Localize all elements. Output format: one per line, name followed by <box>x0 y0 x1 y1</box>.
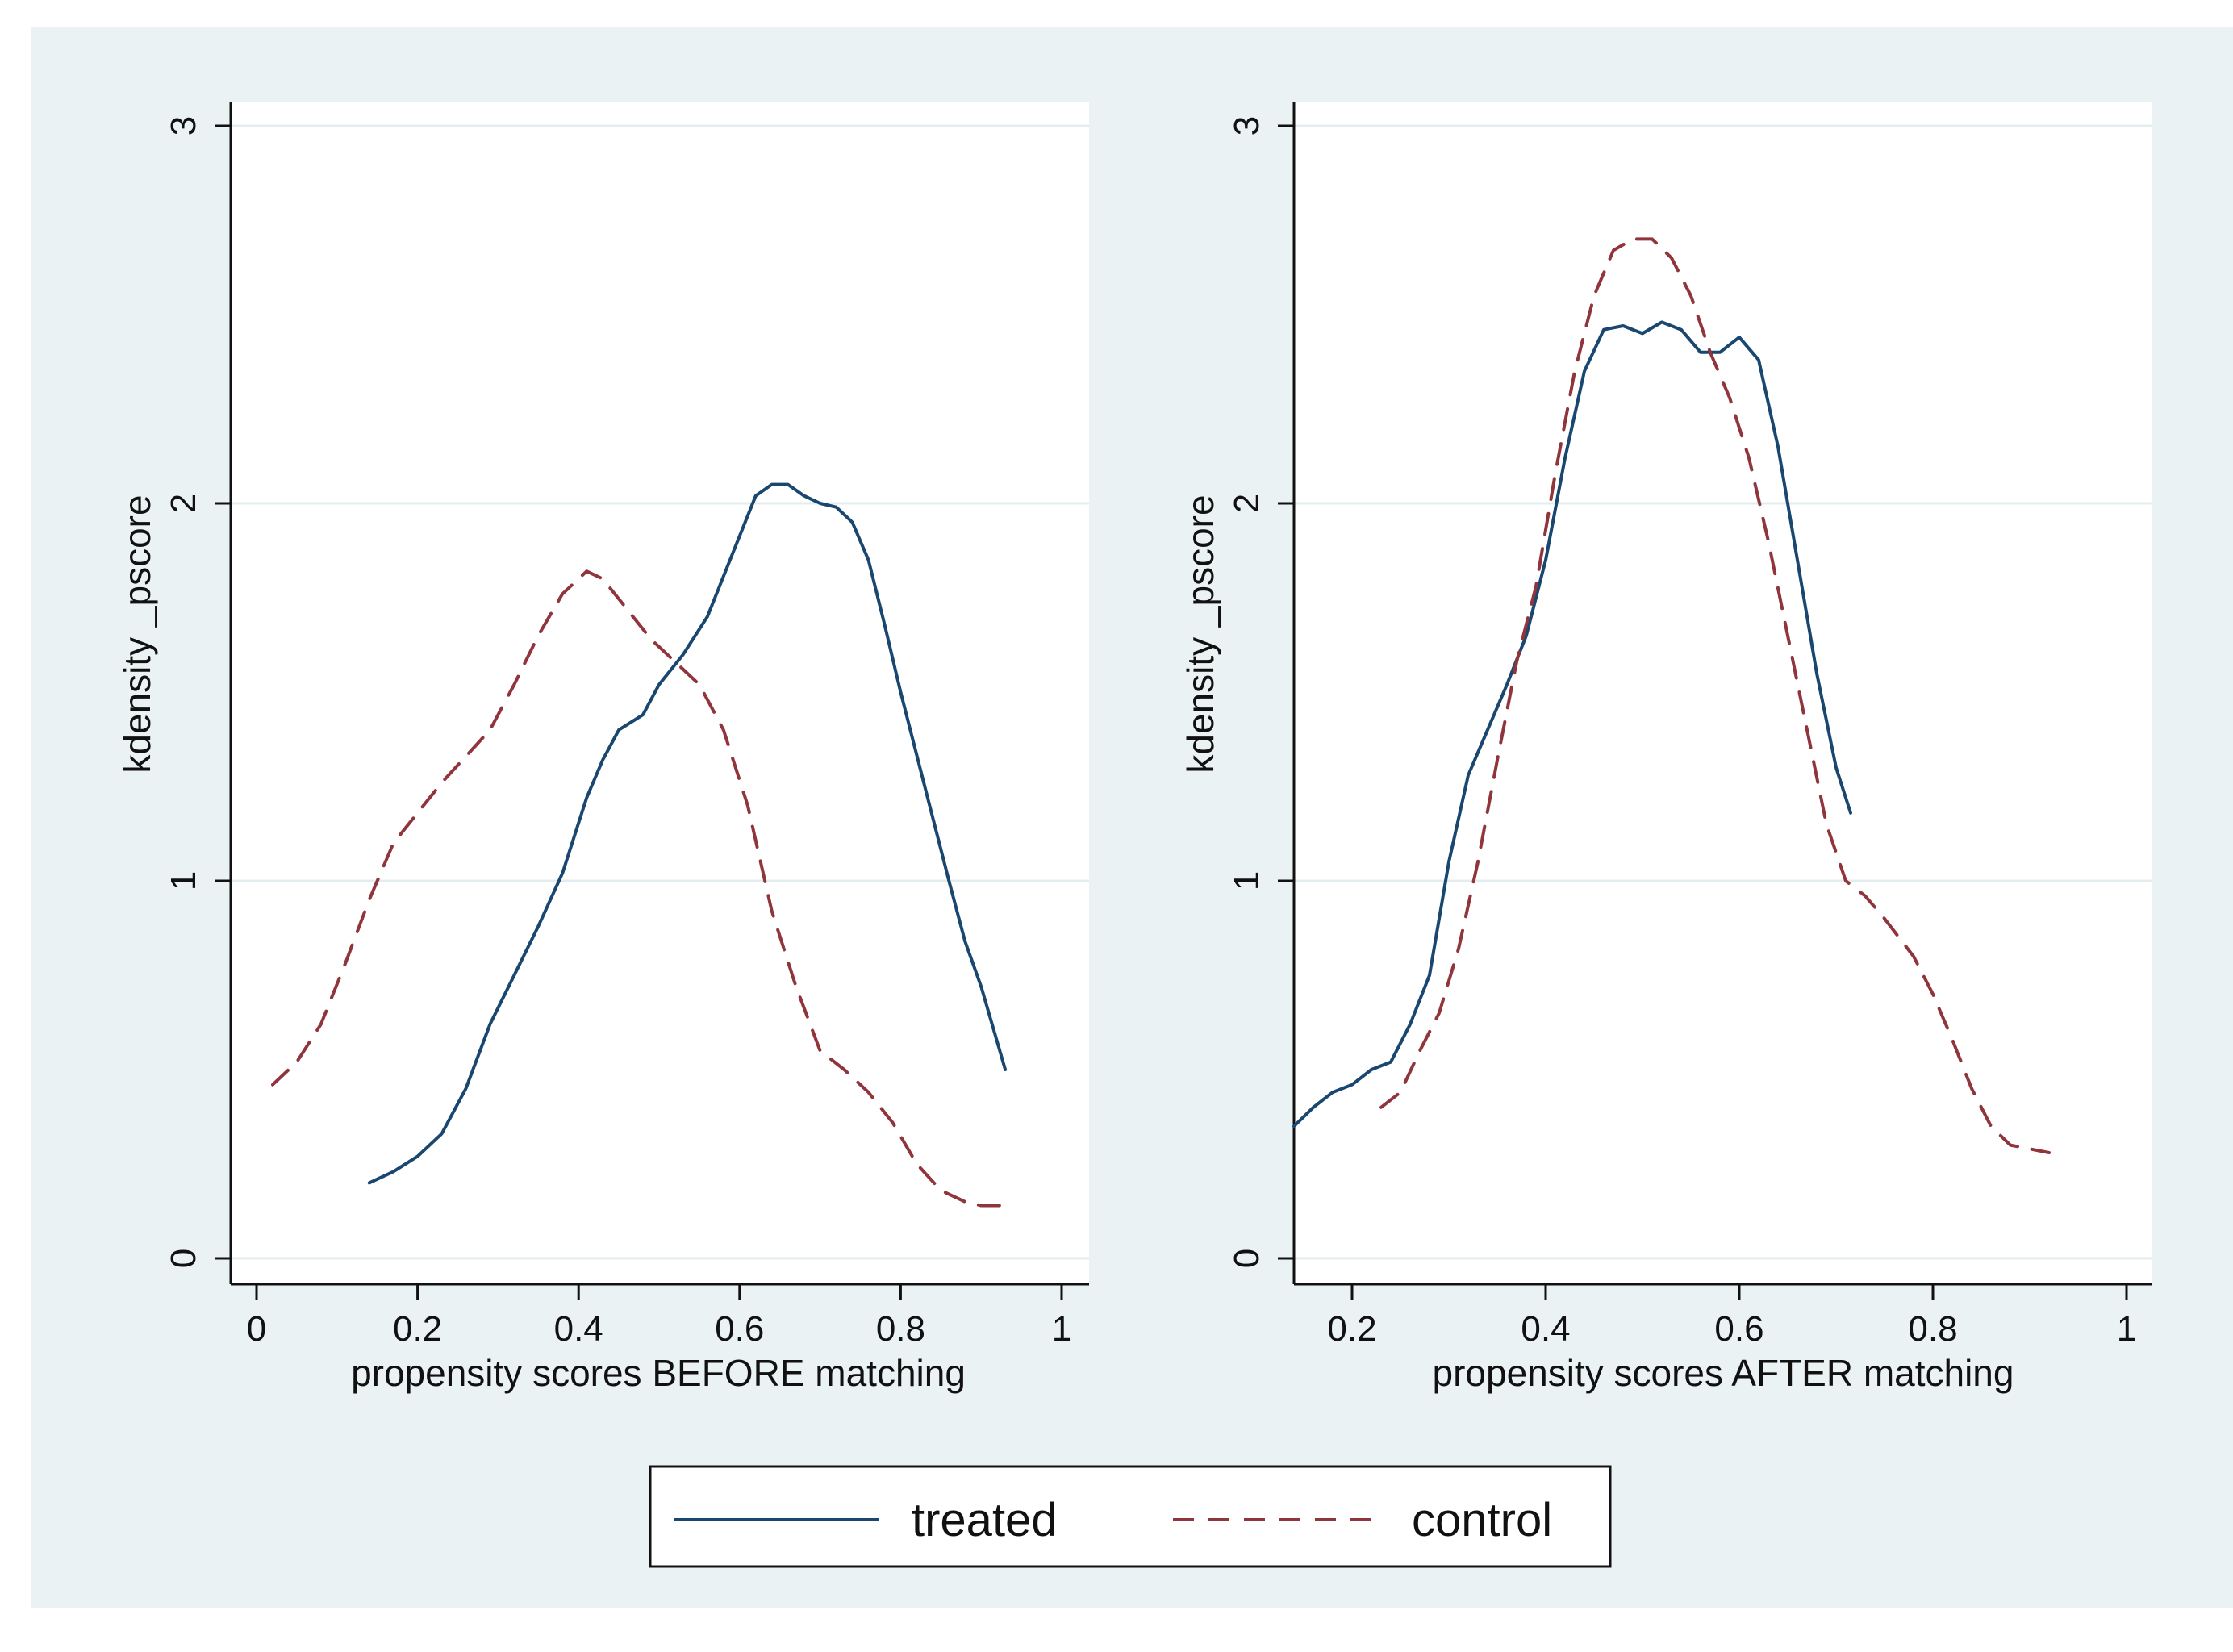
y-tick-label-after: 1 <box>1227 871 1267 891</box>
x-tick-label-before: 0.2 <box>393 1309 442 1349</box>
x-axis-label-after: propensity scores AFTER matching <box>1433 1352 2014 1394</box>
series-line-control-after <box>1379 237 2051 1154</box>
legend: treated control <box>649 1465 1612 1568</box>
x-tick-label-before: 0 <box>247 1309 266 1349</box>
legend-label-treated: treated <box>912 1494 1058 1546</box>
chart-after-matching: 0.2 0.4 0.6 0.8 1 0 1 2 3 propensity scores AFT… <box>1179 102 2152 1394</box>
x-tick-label-before: 0.8 <box>876 1309 925 1349</box>
x-ticks-after: 0.2 0.4 0.6 0.8 1 <box>1327 1284 2136 1349</box>
x-tick-label-after: 0.8 <box>1908 1309 1957 1349</box>
x-axis-label-before: propensity scores BEFORE matching <box>351 1352 966 1394</box>
series-line-treated-after <box>1292 320 1852 1128</box>
legend-box <box>649 1465 1612 1568</box>
y-tick-label-before: 0 <box>164 1249 203 1268</box>
series-line-treated-before <box>367 482 1008 1185</box>
y-tick-label-before: 1 <box>164 871 203 891</box>
x-tick-label-after: 0.4 <box>1521 1309 1570 1349</box>
axes-after <box>1292 102 2152 1286</box>
x-tick-label-after: 1 <box>2117 1309 2136 1349</box>
grid-before <box>231 124 1089 1260</box>
y-axis-label-after: kdensity _pscore <box>1179 494 1221 773</box>
y-axis-label-before: kdensity _pscore <box>116 494 158 773</box>
legend-label-control: control <box>1412 1494 1552 1546</box>
y-tick-label-before: 3 <box>164 116 203 136</box>
x-tick-label-after: 0.6 <box>1714 1309 1763 1349</box>
y-tick-label-before: 2 <box>164 494 203 513</box>
series-line-control-before <box>271 569 1008 1208</box>
x-tick-label-before: 0.4 <box>554 1309 603 1349</box>
chart-before-matching: 0 0.2 0.4 0.6 0.8 1 0 1 2 3 propensity scores BE… <box>116 102 1089 1394</box>
series-after <box>1292 237 2051 1154</box>
y-tick-label-after: 3 <box>1227 116 1267 136</box>
y-ticks-after: 0 1 2 3 <box>1227 116 1294 1268</box>
axes-before <box>229 102 1089 1286</box>
plot-area-before <box>231 102 1089 1284</box>
y-tick-label-after: 2 <box>1227 494 1267 513</box>
y-ticks-before: 0 1 2 3 <box>164 116 231 1268</box>
grid-after <box>1294 124 2152 1260</box>
x-tick-label-before: 1 <box>1052 1309 1071 1349</box>
series-before <box>271 482 1008 1208</box>
x-tick-label-before: 0.6 <box>715 1309 764 1349</box>
x-tick-label-after: 0.2 <box>1327 1309 1376 1349</box>
plot-area-after <box>1294 102 2152 1284</box>
x-ticks-before: 0 0.2 0.4 0.6 0.8 1 <box>247 1284 1071 1349</box>
y-tick-label-after: 0 <box>1227 1249 1267 1268</box>
